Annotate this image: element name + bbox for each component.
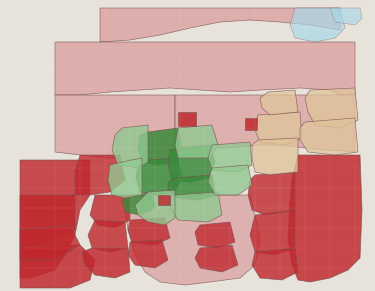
Polygon shape [88, 220, 128, 252]
Polygon shape [75, 155, 125, 195]
Polygon shape [20, 225, 80, 260]
Polygon shape [128, 218, 170, 245]
Polygon shape [305, 88, 358, 128]
Polygon shape [136, 158, 182, 195]
Polygon shape [108, 158, 142, 198]
Polygon shape [128, 240, 168, 268]
Polygon shape [250, 210, 295, 255]
Polygon shape [252, 248, 298, 280]
Polygon shape [135, 190, 175, 225]
Polygon shape [168, 175, 215, 200]
Polygon shape [100, 8, 340, 42]
Polygon shape [82, 248, 130, 278]
Polygon shape [112, 125, 148, 168]
Polygon shape [260, 90, 298, 115]
Polygon shape [245, 118, 257, 130]
Polygon shape [125, 195, 260, 285]
Polygon shape [208, 142, 252, 172]
Polygon shape [300, 118, 358, 155]
Polygon shape [330, 8, 362, 25]
Polygon shape [175, 125, 218, 158]
Polygon shape [20, 160, 90, 278]
Polygon shape [175, 95, 355, 152]
Polygon shape [158, 195, 170, 205]
Polygon shape [248, 172, 295, 215]
Polygon shape [195, 245, 238, 272]
Polygon shape [252, 138, 298, 175]
Polygon shape [122, 192, 155, 215]
Polygon shape [178, 112, 196, 126]
Polygon shape [168, 145, 215, 182]
Polygon shape [170, 192, 222, 222]
Polygon shape [255, 112, 302, 145]
Polygon shape [55, 42, 355, 95]
Polygon shape [20, 245, 95, 288]
Polygon shape [288, 155, 362, 282]
Polygon shape [195, 222, 235, 248]
Polygon shape [55, 95, 175, 162]
Polygon shape [208, 165, 252, 195]
Polygon shape [90, 195, 130, 228]
Polygon shape [20, 195, 75, 248]
Polygon shape [290, 8, 345, 42]
Polygon shape [138, 128, 182, 165]
